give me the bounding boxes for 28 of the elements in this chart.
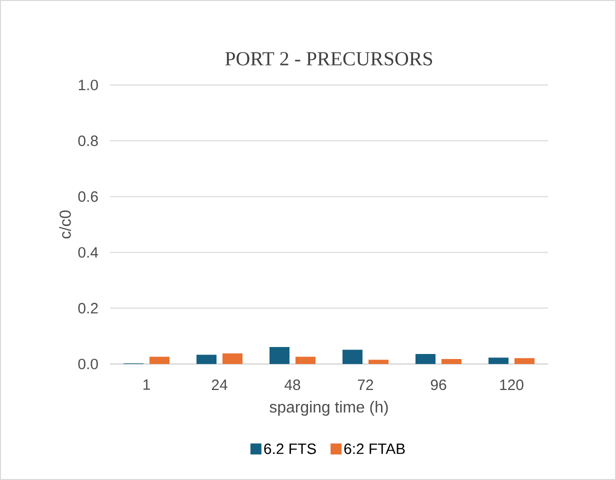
bar: [368, 360, 389, 364]
y-tick-label: 0.8: [78, 135, 98, 146]
y-tick-label: 1.0: [78, 80, 98, 90]
y-tick-label: 0.4: [78, 247, 98, 258]
x-tick-label: 48: [284, 380, 300, 390]
y-axis-title: c/c0: [59, 210, 71, 238]
bar: [150, 356, 170, 364]
bar: [222, 353, 243, 364]
bar: [442, 358, 462, 364]
y-tick-label: 0.2: [78, 302, 98, 314]
bar: [342, 350, 363, 364]
chart-title: PORT 2 - PRECURSORS: [225, 52, 432, 66]
bar: [296, 356, 316, 364]
bar: [488, 358, 509, 364]
x-axis-title: sparging time (h): [270, 400, 388, 416]
y-tick-label: 0.6: [78, 191, 98, 202]
legend-label: 6.2 FTS: [264, 444, 316, 454]
bar: [196, 354, 217, 364]
x-tick-label: 72: [358, 380, 374, 390]
x-tick-label: 96: [430, 380, 446, 390]
x-tick-label: 120: [500, 380, 524, 390]
y-tick-label: 0.0: [78, 358, 98, 370]
bar: [416, 354, 436, 364]
bar: [514, 358, 534, 364]
bar: [270, 346, 290, 364]
x-tick-label: 1: [143, 380, 150, 390]
legend-label: 6:2 FTAB: [344, 444, 405, 454]
x-tick-label: 24: [212, 380, 228, 390]
